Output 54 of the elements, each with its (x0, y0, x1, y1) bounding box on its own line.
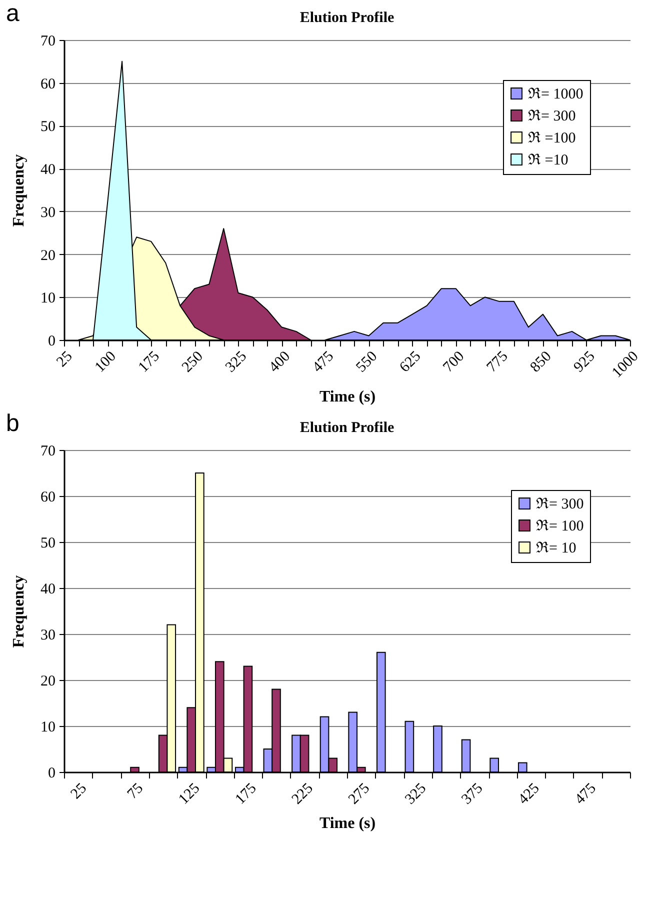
legend-label: ℜ= 100 (536, 518, 584, 534)
x-tick-label: 925 (571, 348, 598, 376)
x-tick-label: 325 (222, 348, 250, 376)
x-tick-label: 400 (266, 348, 294, 376)
text: a (6, 0, 20, 28)
y-tick-label: 60 (40, 76, 56, 92)
y-axis-title: Frequency (10, 154, 28, 227)
legend-label: ℜ= 1000 (528, 86, 584, 102)
x-tick-label: 25 (68, 780, 90, 802)
y-tick-label: 70 (40, 444, 56, 460)
x-tick-label: 75 (124, 780, 147, 802)
x-axis-title: Time (s) (319, 815, 376, 832)
x-tick-label: 475 (310, 348, 338, 376)
x-tick-label: 775 (484, 348, 512, 376)
y-tick-label: 50 (40, 536, 56, 552)
y-tick-label: 30 (40, 628, 56, 644)
x-tick-label: 175 (136, 348, 163, 376)
y-tick-label: 0 (48, 334, 56, 350)
y-tick-label: 70 (40, 34, 56, 50)
x-tick-label: 225 (289, 780, 316, 808)
legend-label: ℜ= 10 (536, 540, 576, 556)
y-tick-label: 40 (40, 162, 56, 178)
x-tick-label: 475 (572, 780, 600, 808)
chart-title: Elution Profile (300, 420, 394, 436)
x-tick-label: 100 (92, 348, 120, 376)
x-axis-title: Time (s) (319, 388, 376, 406)
legend-label: ℜ =10 (528, 152, 568, 168)
y-tick-label: 20 (40, 248, 56, 264)
x-tick-label: 175 (232, 780, 260, 808)
y-tick-label: 30 (40, 204, 56, 221)
y-tick-label: 10 (40, 290, 56, 307)
y-tick-label: 0 (48, 766, 56, 782)
text: b (6, 410, 20, 438)
x-tick-label: 250 (179, 348, 206, 376)
chart-title: Elution Profile (300, 10, 394, 26)
x-tick-label: 25 (54, 348, 76, 370)
y-tick-label: 60 (40, 490, 56, 506)
y-tick-label: 40 (40, 582, 56, 598)
x-tick-label: 700 (440, 348, 468, 376)
x-tick-label: 325 (402, 780, 430, 808)
legend-label: ℜ= 300 (528, 108, 576, 124)
legend-label: ℜ =100 (528, 130, 576, 146)
y-tick-label: 50 (40, 119, 56, 136)
legend-label: ℜ= 300 (536, 496, 584, 512)
x-tick-label: 550 (353, 348, 381, 376)
y-axis-title: Frequency (10, 575, 28, 648)
x-tick-label: 125 (176, 780, 204, 808)
x-tick-label: 375 (458, 780, 486, 808)
x-tick-label: 275 (346, 780, 373, 808)
y-tick-label: 10 (40, 720, 56, 736)
x-tick-label: 425 (516, 780, 543, 808)
x-tick-label: 625 (396, 348, 424, 376)
x-tick-label: 850 (528, 348, 555, 376)
y-tick-label: 20 (40, 674, 56, 690)
